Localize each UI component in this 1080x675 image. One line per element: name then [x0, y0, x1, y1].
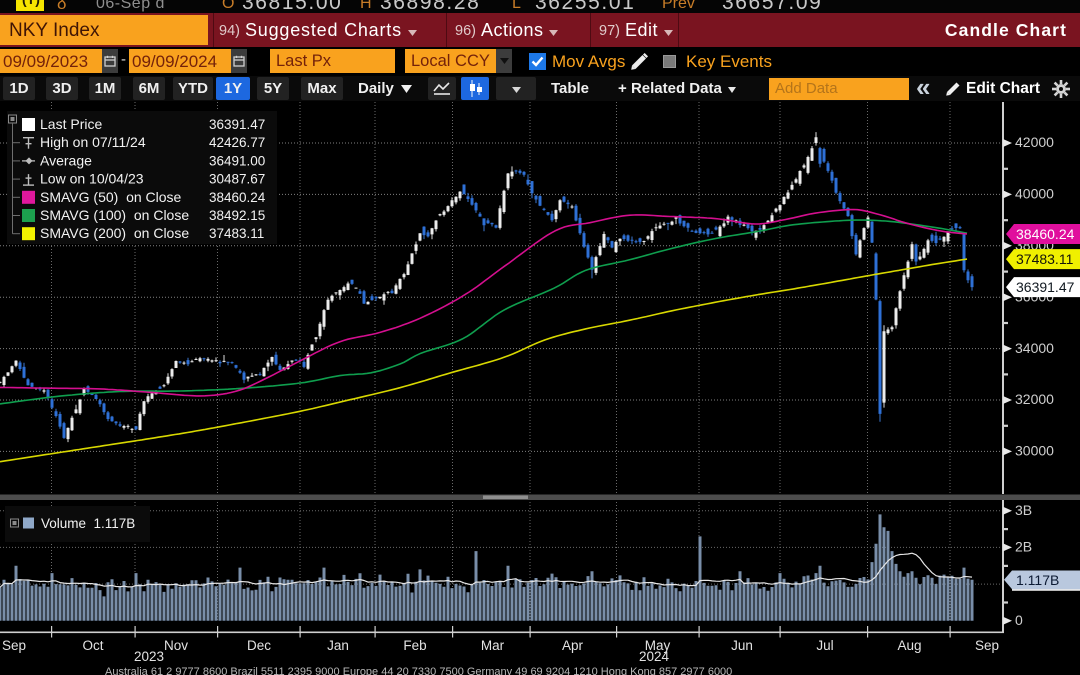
svg-text:SMAVG (200) on Close: SMAVG (200) on Close	[40, 225, 189, 241]
svg-text:Last Price: Last Price	[40, 116, 102, 132]
svg-text:Average: Average	[40, 152, 92, 168]
svg-text:32000: 32000	[1015, 391, 1054, 407]
svg-text:Jul: Jul	[816, 638, 833, 653]
svg-text:38492.15: 38492.15	[209, 208, 265, 223]
svg-text:42426.77: 42426.77	[209, 135, 265, 150]
svg-text:36391.47: 36391.47	[1016, 279, 1075, 295]
svg-text:38460.24: 38460.24	[209, 190, 266, 205]
svg-text:40000: 40000	[1015, 186, 1054, 202]
svg-text:Volume 1.117B: Volume 1.117B	[41, 516, 135, 531]
svg-text:Feb: Feb	[403, 638, 426, 653]
svg-text:37483.11: 37483.11	[209, 226, 264, 241]
svg-text:SMAVG (100) on Close: SMAVG (100) on Close	[40, 207, 189, 223]
svg-text:42000: 42000	[1015, 134, 1054, 150]
svg-text:Aug: Aug	[897, 638, 921, 653]
svg-text:1.117B: 1.117B	[1016, 572, 1059, 588]
svg-text:2024: 2024	[639, 649, 670, 664]
svg-text:37483.11: 37483.11	[1016, 251, 1074, 267]
svg-text:May: May	[645, 638, 671, 653]
svg-text:Sep: Sep	[2, 638, 26, 653]
svg-text:SMAVG (50) on Close: SMAVG (50) on Close	[40, 189, 182, 205]
svg-text:Low on 10/04/23: Low on 10/04/23	[40, 171, 144, 187]
svg-text:Apr: Apr	[562, 638, 584, 653]
svg-text:Nov: Nov	[164, 638, 188, 653]
svg-text:High on 07/11/24: High on 07/11/24	[40, 134, 146, 150]
svg-text:30000: 30000	[1015, 443, 1054, 459]
svg-text:Dec: Dec	[247, 638, 271, 653]
svg-text:38460.24: 38460.24	[1016, 226, 1075, 242]
svg-text:3B: 3B	[1015, 502, 1032, 518]
svg-text:Jan: Jan	[327, 638, 349, 653]
svg-text:Australia 61 2 9777 8600 Brazi: Australia 61 2 9777 8600 Brazil 5511 239…	[105, 666, 732, 675]
svg-text:0: 0	[1015, 612, 1023, 628]
svg-text:Sep: Sep	[975, 638, 999, 653]
svg-text:Oct: Oct	[82, 638, 103, 653]
svg-text:2B: 2B	[1015, 539, 1032, 555]
svg-text:Mar: Mar	[481, 638, 505, 653]
svg-text:Jun: Jun	[731, 638, 753, 653]
svg-text:36491.00: 36491.00	[209, 153, 265, 168]
svg-text:30487.67: 30487.67	[209, 172, 265, 187]
svg-text:2023: 2023	[134, 649, 164, 664]
svg-text:36391.47: 36391.47	[209, 117, 265, 132]
svg-text:34000: 34000	[1015, 340, 1054, 356]
